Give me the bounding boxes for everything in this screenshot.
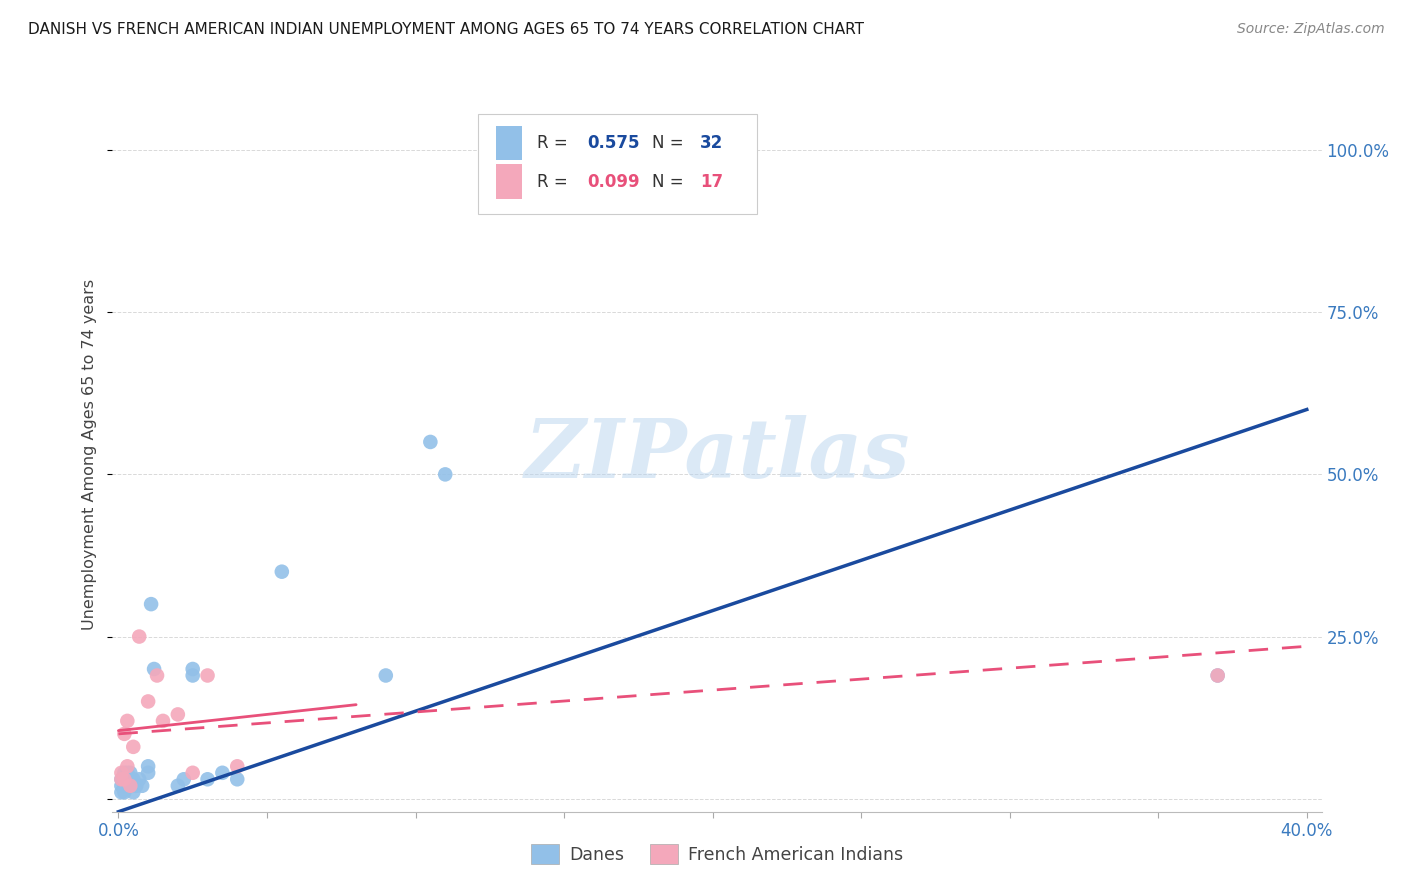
Point xyxy=(181,662,204,676)
Point xyxy=(120,779,142,793)
Point xyxy=(152,714,174,728)
Text: DANISH VS FRENCH AMERICAN INDIAN UNEMPLOYMENT AMONG AGES 65 TO 74 YEARS CORRELAT: DANISH VS FRENCH AMERICAN INDIAN UNEMPLO… xyxy=(28,22,865,37)
FancyBboxPatch shape xyxy=(496,126,523,161)
Point xyxy=(1206,668,1229,682)
FancyBboxPatch shape xyxy=(478,114,756,214)
Text: Source: ZipAtlas.com: Source: ZipAtlas.com xyxy=(1237,22,1385,37)
FancyBboxPatch shape xyxy=(496,164,523,199)
Point xyxy=(143,662,166,676)
Point xyxy=(136,759,159,773)
Text: R =: R = xyxy=(537,134,572,152)
Point xyxy=(112,785,135,799)
Point xyxy=(270,565,292,579)
Point xyxy=(226,772,249,787)
Text: 0.575: 0.575 xyxy=(588,134,640,152)
Point xyxy=(197,668,219,682)
Text: 32: 32 xyxy=(700,134,723,152)
Point xyxy=(139,597,162,611)
Point xyxy=(181,668,204,682)
Point xyxy=(117,759,139,773)
Point xyxy=(419,434,441,449)
Point xyxy=(146,668,169,682)
Text: N =: N = xyxy=(652,173,689,191)
Point xyxy=(211,765,233,780)
Point xyxy=(112,765,135,780)
Legend: Danes, French American Indians: Danes, French American Indians xyxy=(524,837,910,871)
Point xyxy=(434,467,457,482)
Point xyxy=(128,772,150,787)
Point xyxy=(110,779,132,793)
Text: 0.099: 0.099 xyxy=(588,173,640,191)
Point xyxy=(112,772,135,787)
Point xyxy=(117,765,139,780)
Point xyxy=(197,772,219,787)
Point xyxy=(112,779,135,793)
Text: ZIPatlas: ZIPatlas xyxy=(524,415,910,495)
Point xyxy=(181,765,204,780)
Point xyxy=(166,707,188,722)
Point xyxy=(131,779,153,793)
Point xyxy=(110,765,132,780)
Point xyxy=(110,772,132,787)
Point xyxy=(166,779,188,793)
Point xyxy=(110,772,132,787)
Point xyxy=(117,779,139,793)
Point xyxy=(136,765,159,780)
Point xyxy=(1206,668,1229,682)
Point xyxy=(112,727,135,741)
Point xyxy=(128,630,150,644)
Point xyxy=(173,772,195,787)
Point xyxy=(122,739,145,754)
Point xyxy=(122,785,145,799)
Point xyxy=(120,779,142,793)
Point xyxy=(120,765,142,780)
Point xyxy=(122,772,145,787)
Text: 17: 17 xyxy=(700,173,723,191)
Point xyxy=(125,779,148,793)
Point xyxy=(226,759,249,773)
Text: R =: R = xyxy=(537,173,572,191)
Point xyxy=(117,714,139,728)
Point xyxy=(374,668,396,682)
Point xyxy=(110,785,132,799)
Y-axis label: Unemployment Among Ages 65 to 74 years: Unemployment Among Ages 65 to 74 years xyxy=(82,279,97,631)
Point xyxy=(112,772,135,787)
Text: N =: N = xyxy=(652,134,689,152)
Point xyxy=(136,694,159,708)
